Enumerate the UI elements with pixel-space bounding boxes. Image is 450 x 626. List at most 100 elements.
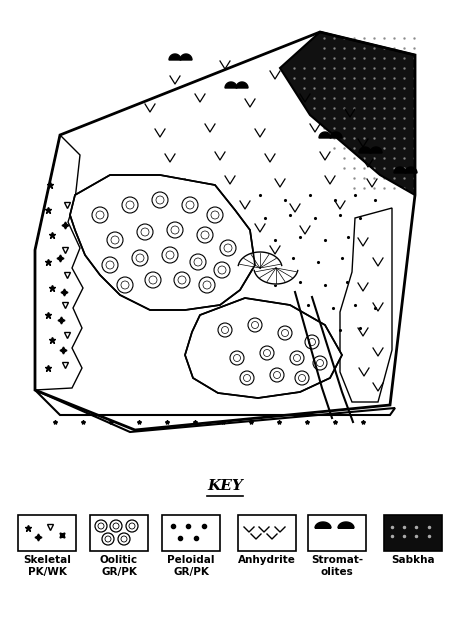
Circle shape: [105, 536, 111, 542]
Circle shape: [129, 523, 135, 529]
Circle shape: [132, 250, 148, 266]
Polygon shape: [185, 298, 342, 398]
FancyBboxPatch shape: [90, 515, 148, 551]
Text: Sabkha: Sabkha: [391, 555, 435, 565]
Circle shape: [141, 228, 149, 236]
FancyBboxPatch shape: [162, 515, 220, 551]
FancyBboxPatch shape: [238, 515, 296, 551]
Circle shape: [199, 277, 215, 293]
FancyBboxPatch shape: [384, 515, 442, 551]
Text: KEY: KEY: [207, 479, 243, 493]
Circle shape: [243, 374, 251, 381]
Polygon shape: [359, 147, 371, 153]
Circle shape: [136, 254, 144, 262]
Circle shape: [174, 272, 190, 288]
Circle shape: [182, 197, 198, 213]
FancyBboxPatch shape: [18, 515, 76, 551]
Circle shape: [264, 349, 270, 356]
Circle shape: [309, 339, 315, 346]
Circle shape: [166, 251, 174, 259]
Circle shape: [186, 201, 194, 209]
Circle shape: [145, 272, 161, 288]
Circle shape: [201, 231, 209, 239]
Circle shape: [197, 227, 213, 243]
Circle shape: [156, 196, 164, 204]
Circle shape: [211, 211, 219, 219]
Text: Peloidal
GR/PK: Peloidal GR/PK: [167, 555, 215, 577]
Circle shape: [102, 533, 114, 545]
Circle shape: [295, 371, 309, 385]
Circle shape: [270, 368, 284, 382]
Polygon shape: [370, 147, 382, 153]
Polygon shape: [254, 268, 298, 284]
Circle shape: [107, 232, 123, 248]
Circle shape: [274, 371, 280, 379]
Circle shape: [152, 192, 168, 208]
Polygon shape: [315, 522, 331, 528]
FancyBboxPatch shape: [308, 515, 366, 551]
Circle shape: [106, 261, 114, 269]
Polygon shape: [340, 208, 392, 402]
Polygon shape: [394, 167, 406, 173]
Circle shape: [126, 520, 138, 532]
Circle shape: [137, 224, 153, 240]
Circle shape: [240, 371, 254, 385]
Circle shape: [220, 240, 236, 256]
Circle shape: [218, 266, 226, 274]
Circle shape: [178, 276, 186, 284]
Circle shape: [167, 222, 183, 238]
Circle shape: [278, 326, 292, 340]
Polygon shape: [319, 132, 331, 138]
Circle shape: [149, 276, 157, 284]
Circle shape: [96, 211, 104, 219]
Circle shape: [194, 258, 202, 266]
Circle shape: [313, 356, 327, 370]
Circle shape: [282, 329, 288, 337]
Circle shape: [230, 351, 244, 365]
Polygon shape: [238, 252, 282, 268]
Circle shape: [92, 207, 108, 223]
Circle shape: [221, 327, 229, 334]
Text: Anhydrite: Anhydrite: [238, 555, 296, 565]
Circle shape: [260, 346, 274, 360]
Circle shape: [121, 281, 129, 289]
Circle shape: [111, 236, 119, 244]
Circle shape: [224, 244, 232, 252]
Circle shape: [298, 374, 306, 381]
Circle shape: [252, 322, 258, 329]
Text: Stromat-
olites: Stromat- olites: [311, 555, 363, 577]
Circle shape: [121, 536, 127, 542]
Polygon shape: [225, 82, 237, 88]
Circle shape: [113, 523, 119, 529]
Polygon shape: [330, 132, 342, 138]
Circle shape: [117, 277, 133, 293]
Circle shape: [162, 247, 178, 263]
Polygon shape: [405, 167, 417, 173]
Circle shape: [171, 226, 179, 234]
Circle shape: [126, 201, 134, 209]
Circle shape: [316, 359, 324, 366]
Circle shape: [248, 318, 262, 332]
Circle shape: [214, 262, 230, 278]
Circle shape: [293, 354, 301, 361]
Circle shape: [95, 520, 107, 532]
Polygon shape: [338, 522, 354, 528]
Polygon shape: [236, 82, 248, 88]
Circle shape: [305, 335, 319, 349]
Text: Oolitic
GR/PK: Oolitic GR/PK: [100, 555, 138, 577]
Circle shape: [98, 523, 104, 529]
Text: Skeletal
PK/WK: Skeletal PK/WK: [23, 555, 71, 577]
Polygon shape: [180, 54, 192, 60]
Circle shape: [190, 254, 206, 270]
Circle shape: [290, 351, 304, 365]
Circle shape: [207, 207, 223, 223]
Polygon shape: [169, 54, 181, 60]
Circle shape: [218, 323, 232, 337]
Polygon shape: [70, 175, 255, 310]
Circle shape: [234, 354, 240, 361]
Polygon shape: [35, 32, 415, 430]
Circle shape: [122, 197, 138, 213]
Polygon shape: [35, 135, 83, 390]
Circle shape: [118, 533, 130, 545]
Circle shape: [110, 520, 122, 532]
